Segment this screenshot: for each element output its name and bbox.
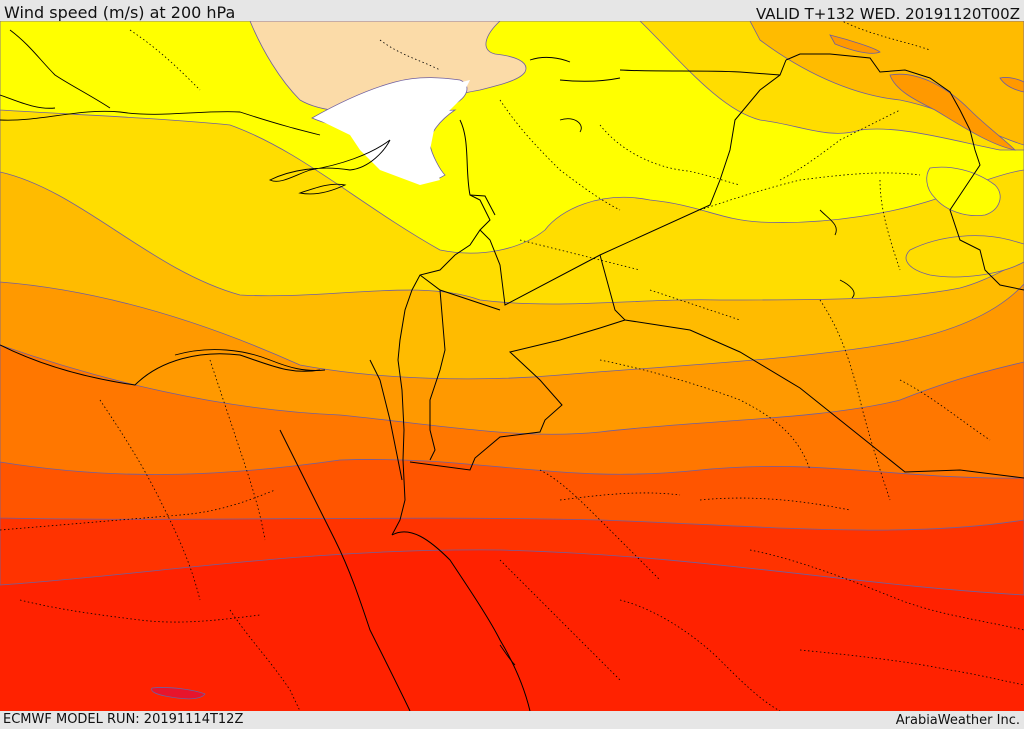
footer-bar: ECMWF MODEL RUN: 20191114T12Z ArabiaWeat… [0, 711, 1024, 729]
band-orange-ne [889, 73, 1017, 151]
country-borders [0, 53, 1024, 711]
credit-label: ArabiaWeather Inc. [895, 713, 1020, 728]
model-run-label: ECMWF MODEL RUN: 20191114T12Z [3, 712, 244, 727]
weather-map[interactable] [0, 21, 1024, 711]
band-gold-pocket [905, 235, 1024, 278]
band-orange-ne2 [829, 34, 881, 54]
band-orange-ne3 [999, 77, 1024, 93]
band-calm-2 [315, 80, 470, 185]
header-bar: Wind speed (m/s) at 200 hPa VALID T+132 … [0, 0, 1024, 23]
province-borders [0, 21, 1024, 711]
coastlines [0, 29, 855, 666]
band-yellow-pocket [926, 166, 1001, 217]
band-core [151, 687, 206, 700]
map-title: Wind speed (m/s) at 200 hPa [4, 3, 236, 22]
valid-time: VALID T+132 WED. 20191120T00Z [755, 5, 1020, 23]
